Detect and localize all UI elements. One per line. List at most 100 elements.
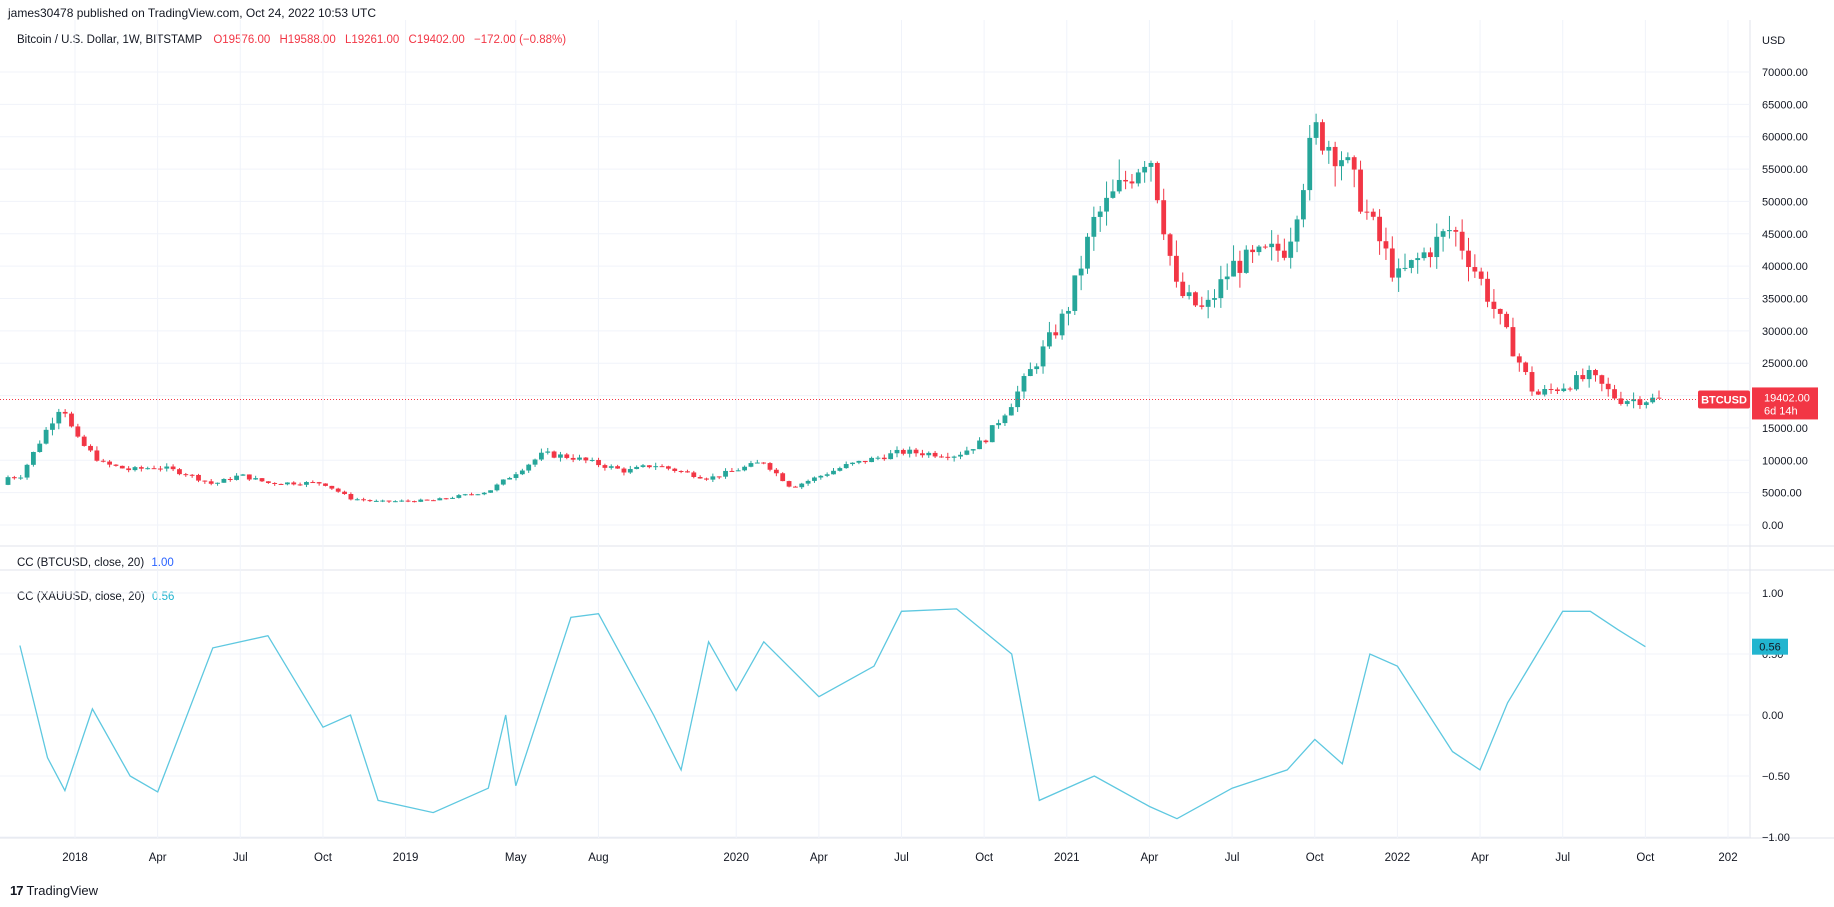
candle-body: [704, 478, 709, 480]
candle-body: [1618, 398, 1624, 404]
time-tick-label: Apr: [1471, 852, 1489, 864]
candle-body: [977, 440, 982, 450]
candle-body: [1485, 278, 1490, 302]
candle-body: [259, 478, 265, 482]
candle-body: [335, 488, 341, 492]
candle-body: [31, 451, 36, 465]
candle-body: [132, 467, 138, 471]
candle-body: [424, 499, 430, 501]
candle-body: [697, 477, 703, 479]
tradingview-logo-icon: 17: [10, 883, 24, 898]
candle-body: [710, 476, 716, 480]
candle-body: [1650, 397, 1656, 403]
candle-body: [1567, 388, 1573, 390]
candle-body: [1389, 248, 1395, 278]
main-legend: Bitcoin / U.S. Dollar, 1W, BITSTAMP O195…: [17, 34, 566, 46]
candle-body: [1275, 243, 1281, 251]
candle-body: [780, 473, 786, 482]
candle-body: [234, 475, 239, 480]
candle-body: [272, 482, 278, 484]
candle-body: [608, 466, 614, 468]
candle-body: [767, 463, 773, 470]
candle-body: [900, 449, 906, 454]
cc-tick-label: −1.00: [1762, 832, 1790, 844]
candle-body: [837, 468, 843, 471]
candle-body: [748, 463, 754, 467]
candle-body: [1288, 241, 1294, 258]
time-tick-label: 2021: [1054, 852, 1080, 864]
candle-body: [1516, 356, 1522, 363]
candle-body: [81, 436, 87, 446]
candle-body: [1656, 397, 1662, 399]
candle-body: [577, 457, 582, 460]
candle-body: [170, 466, 176, 470]
candle-body: [824, 474, 830, 476]
candle-body: [246, 474, 252, 480]
time-tick-label: 2018: [62, 852, 88, 864]
candle-body: [151, 468, 157, 470]
candle-body: [1415, 258, 1421, 261]
candle-body: [1116, 179, 1122, 192]
candle-body: [1174, 255, 1179, 282]
candle-body: [1142, 166, 1148, 173]
candle-body: [818, 475, 824, 478]
time-tick-label: 2019: [393, 852, 419, 864]
price-tick-label: 40000.00: [1762, 261, 1808, 273]
candle-body: [1294, 219, 1300, 242]
candle-body: [754, 462, 760, 464]
candle-body: [373, 500, 379, 502]
candle-body: [850, 462, 855, 465]
candle-body: [761, 462, 767, 464]
candle-body: [951, 456, 957, 458]
cc-btc-value: 1.00: [151, 557, 174, 569]
candle-body: [323, 483, 328, 486]
candle-body: [1529, 372, 1535, 392]
current-price-value: 19402.00: [1764, 392, 1810, 404]
candle-body: [583, 457, 589, 461]
candle-body: [672, 468, 678, 471]
candle-body: [488, 490, 493, 493]
candle-body: [138, 467, 144, 469]
candle-body: [856, 460, 862, 463]
candle-body: [475, 494, 481, 496]
candle-body: [716, 476, 722, 478]
candle-body: [1358, 169, 1363, 212]
candle-body: [1453, 230, 1459, 232]
candle-body: [1561, 388, 1567, 392]
candle-body: [1123, 179, 1128, 182]
candle-body: [1472, 267, 1478, 272]
price-tick-label: 45000.00: [1762, 229, 1808, 241]
candle-body: [342, 491, 347, 495]
candle-body: [939, 456, 944, 458]
candle-body: [1218, 279, 1224, 299]
price-tick-label: 35000.00: [1762, 294, 1808, 306]
candle-body: [348, 494, 354, 500]
candle-body: [596, 459, 601, 466]
candle-body: [1478, 271, 1484, 279]
cc-tick-label: 0.00: [1762, 710, 1783, 722]
candle-body: [1491, 301, 1497, 309]
candle-body: [666, 466, 671, 469]
time-tick-label: Apr: [149, 852, 167, 864]
candle-body: [869, 457, 874, 463]
candle-body: [1580, 375, 1586, 380]
time-tick-label: Oct: [1636, 852, 1655, 864]
candle-body: [1066, 310, 1071, 314]
cc-btc-label: CC (BTCUSD, close, 20): [17, 557, 145, 569]
candle-body: [545, 451, 551, 453]
price-countdown: 6d 14h: [1764, 405, 1798, 417]
candle-body: [773, 469, 779, 474]
candle-body: [1040, 346, 1046, 367]
candle-body: [88, 445, 93, 451]
candle-body: [221, 478, 227, 483]
candle-body: [462, 494, 468, 496]
candle-body: [526, 464, 532, 471]
candle-body: [1148, 162, 1154, 167]
candle-body: [1262, 246, 1268, 248]
candle-body: [418, 499, 424, 502]
candle-body: [723, 470, 728, 477]
candle-body: [196, 474, 201, 481]
candle-body: [297, 484, 303, 486]
candle-body: [532, 459, 538, 465]
